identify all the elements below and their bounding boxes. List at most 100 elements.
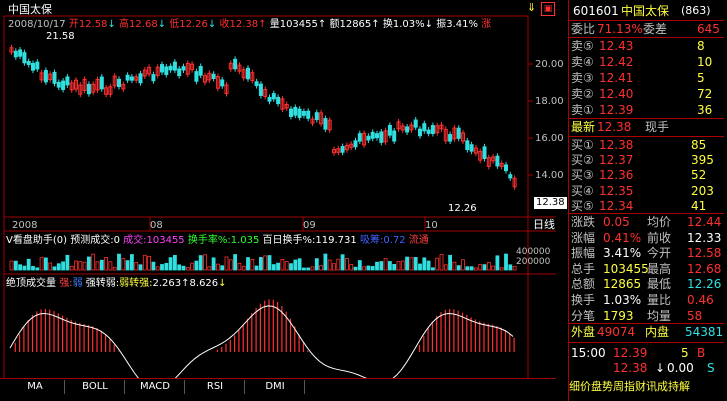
stat-value: 103455	[603, 261, 649, 276]
volume-bar	[246, 257, 250, 271]
candle-body	[168, 65, 173, 71]
volume-bar	[357, 260, 362, 271]
volume-bar	[168, 257, 173, 271]
candle-body	[422, 123, 427, 132]
volume-bar	[241, 265, 246, 271]
candle-body	[48, 73, 53, 81]
volume-bar	[22, 265, 27, 271]
volume-bar	[499, 267, 504, 271]
high-label: 高	[119, 19, 130, 30]
sell-volume: 8	[697, 39, 705, 53]
candle-body	[194, 71, 199, 82]
settings-icon[interactable]: ▣	[541, 2, 555, 16]
quote-panel: 601601 中国太保 (863) 委比 71.13% 委差 645 卖⑤ 12.…	[568, 0, 727, 401]
candle-body	[117, 78, 121, 88]
buy-label: 买①	[571, 138, 594, 152]
volume-bar	[280, 259, 285, 271]
amount-label: 额	[329, 19, 340, 30]
candle-body	[267, 96, 272, 102]
buy-row: 买② 12.37 395	[569, 152, 724, 168]
candle-body	[418, 128, 422, 137]
volume-bar	[181, 265, 186, 271]
tab-dmi[interactable]: DMI	[246, 380, 305, 394]
volume-bar	[297, 258, 302, 271]
volume-value: 103455	[279, 19, 318, 30]
candle-body	[383, 130, 388, 143]
sell-row: 卖⑤ 12.43 8	[569, 38, 724, 54]
diff-value: 645	[697, 22, 720, 36]
volume-bar	[228, 259, 233, 271]
indicator-val2: 8.626	[189, 278, 219, 289]
stat-row: 分笔 1793 均量 58	[569, 308, 724, 324]
volume-bar	[284, 261, 289, 271]
candle-body	[52, 71, 57, 84]
divider	[569, 118, 724, 119]
chart-area[interactable]: 中国太保 2008/10/17 开12.58↓ 高12.68↓ 低12.26↓ …	[0, 0, 567, 401]
amount-value: 12865	[339, 19, 372, 30]
volume-bar	[134, 262, 139, 271]
sell-row: 卖① 12.39 36	[569, 102, 724, 118]
tab-macd[interactable]: MACD	[126, 380, 185, 394]
volume-bar	[185, 267, 190, 271]
kline-chart-svg[interactable]	[0, 0, 556, 378]
divider	[569, 213, 724, 214]
volume-bar	[289, 263, 293, 271]
stat-label: 前收	[647, 230, 672, 245]
sell-volume: 5	[697, 71, 705, 85]
volume-bar	[198, 255, 203, 271]
quote-title-row: 601601 中国太保 (863)	[569, 3, 724, 19]
tab-rsi[interactable]: RSI	[186, 380, 245, 394]
period-label[interactable]: 日线	[533, 218, 555, 231]
quote-tab-bar[interactable]: 细价盘势周指财讯成持解	[569, 380, 690, 393]
open-label: 开	[68, 19, 79, 30]
stat-row: 换手 1.03% 量比 0.46	[569, 292, 724, 308]
candle-body	[448, 134, 453, 142]
tab-ma[interactable]: MA	[6, 380, 65, 394]
candle-body	[56, 81, 61, 88]
pred-label: 预测成交:0	[70, 235, 120, 246]
volume-bar	[409, 257, 414, 271]
tab-boll[interactable]: BOLL	[66, 380, 125, 394]
volume-bar	[164, 262, 169, 271]
candle-body	[473, 147, 478, 154]
candle-body	[323, 118, 328, 130]
volume-bar	[224, 256, 229, 271]
candle-body	[86, 83, 91, 95]
candle-body	[392, 130, 397, 142]
candle-body	[211, 73, 216, 79]
turnover-arrow: ↓	[424, 19, 434, 30]
stat-value: 58	[687, 308, 703, 323]
volume-bar	[301, 267, 306, 271]
stat-value: 12.68	[687, 261, 722, 276]
volume-bar	[99, 259, 104, 271]
lock-icon[interactable]: ⇓	[527, 1, 537, 14]
volume-bar	[314, 258, 319, 271]
candle-body	[375, 133, 379, 139]
stat-label: 总额	[571, 277, 596, 292]
candle-body	[254, 81, 259, 87]
close-label: 收	[219, 19, 230, 30]
stat-label: 涨跌	[571, 215, 596, 229]
low-value: 12.26	[179, 19, 208, 30]
candle-body	[482, 146, 487, 159]
volume-bar	[138, 264, 143, 271]
divider	[569, 342, 724, 343]
candle-body	[263, 88, 268, 97]
volume-tick: 200000	[516, 257, 551, 267]
volume-bar	[422, 257, 427, 271]
volume-bar	[31, 266, 35, 271]
volume-bar	[319, 265, 324, 271]
candle-body	[396, 121, 401, 130]
volume-bar	[362, 266, 367, 271]
month-label: 08	[150, 220, 163, 231]
stock-title: 中国太保	[8, 3, 52, 16]
candle-body	[9, 47, 14, 53]
s2w-label: 强转弱:	[85, 278, 120, 289]
candle-body	[271, 93, 276, 100]
candle-body	[306, 110, 311, 119]
price-tick: 20.00	[535, 59, 564, 70]
volume-bar	[129, 254, 134, 271]
candle-body	[478, 151, 483, 161]
volume-title: V看盘助手(0)	[6, 235, 68, 246]
volume-bar	[430, 267, 435, 271]
